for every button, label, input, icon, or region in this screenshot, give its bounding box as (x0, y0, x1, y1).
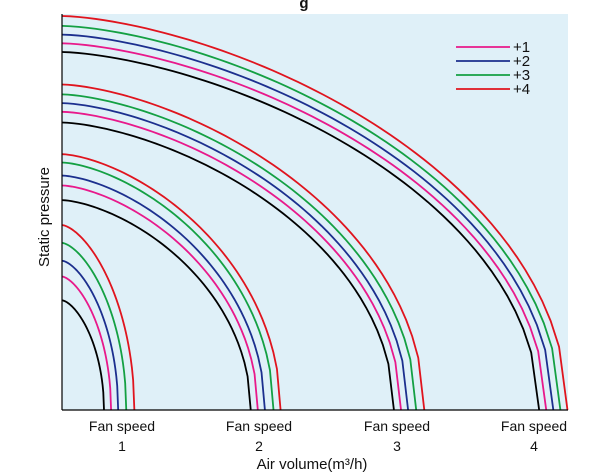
curve-speed-3-step-3 (61, 93, 418, 411)
fan-speed-label-3: Fan speed (364, 418, 430, 434)
fan-speed-number-4: 4 (530, 438, 538, 454)
fan-speed-number-3: 3 (393, 438, 401, 454)
x-tick-labels: Fan speed 1 Fan speed 2 Fan speed 3 Fan speed 4 (89, 418, 567, 454)
curve-speed-4-step-3 (61, 24, 562, 411)
y-axis-title: Static pressure (36, 167, 53, 267)
x-axis-title: Air volume(m³/h) (257, 456, 368, 473)
legend-label-2: +2 (513, 53, 530, 70)
fan-speed-number-2: 2 (255, 438, 263, 454)
curve-speed-4-step-1 (61, 42, 548, 411)
legend: +1+2+3+4 (456, 39, 530, 98)
curve-speed-4-step-4 (61, 15, 569, 411)
curve-speed-2-step-2 (61, 174, 266, 411)
curve-speed-3-step-4 (61, 83, 426, 411)
curve-speed-4-step-2 (61, 33, 555, 411)
plot-area (62, 14, 568, 410)
curve-speed-2-step-4 (61, 153, 282, 411)
fan-speed-label-4: Fan speed (501, 418, 567, 434)
fan-speed-label-1: Fan speed (89, 418, 155, 434)
fan-speed-number-1: 1 (118, 438, 126, 454)
legend-label-4: +4 (513, 81, 530, 98)
curve-speed-3-step-0 (61, 121, 395, 411)
curve-speed-2-step-1 (61, 184, 259, 411)
curve-speed-2-step-0 (61, 199, 252, 411)
curve-speed-1-step-0 (61, 299, 105, 411)
fan-speed-label-2: Fan speed (226, 418, 292, 434)
legend-label-1: +1 (513, 39, 530, 56)
chart-title-fragment: g (299, 0, 308, 12)
curve-speed-2-step-3 (61, 161, 275, 411)
legend-label-3: +3 (513, 67, 530, 84)
curve-speed-4-step-0 (61, 51, 541, 411)
curve-speed-1-step-3 (61, 241, 128, 411)
curve-speed-3-step-1 (61, 110, 402, 411)
curve-speed-3-step-2 (61, 102, 409, 411)
curves-group (61, 15, 569, 411)
curve-speed-1-step-1 (61, 275, 112, 411)
curve-speed-1-step-4 (61, 224, 136, 411)
curve-speed-1-step-2 (61, 259, 120, 411)
